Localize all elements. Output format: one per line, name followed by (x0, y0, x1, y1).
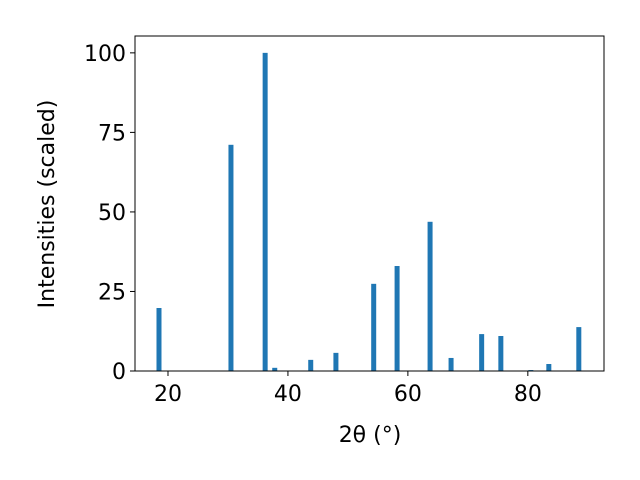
y-tick-label: 0 (112, 360, 126, 385)
x-tick-label: 20 (154, 382, 182, 407)
y-tick-label: 25 (98, 280, 126, 305)
x-tick-label: 80 (514, 382, 542, 407)
bar (546, 364, 552, 371)
y-axis-label: Intensities (scaled) (35, 100, 60, 309)
y-tick-label: 50 (98, 201, 126, 226)
bar (576, 327, 582, 371)
bar (272, 367, 278, 371)
bar (308, 359, 314, 371)
bar (262, 52, 268, 371)
x-axis-label: 2θ (°) (339, 423, 402, 448)
bar (394, 266, 400, 371)
bar (479, 334, 485, 371)
bar (156, 308, 162, 371)
plot-frame (134, 35, 605, 372)
bar (448, 357, 454, 371)
bar (498, 336, 504, 371)
bar (228, 144, 234, 371)
bar (427, 221, 433, 371)
x-tick-label: 40 (274, 382, 302, 407)
bar (333, 352, 339, 371)
bar (371, 283, 377, 371)
y-tick-label: 100 (84, 42, 126, 67)
x-tick-label: 60 (394, 382, 422, 407)
y-tick-label: 75 (98, 121, 126, 146)
